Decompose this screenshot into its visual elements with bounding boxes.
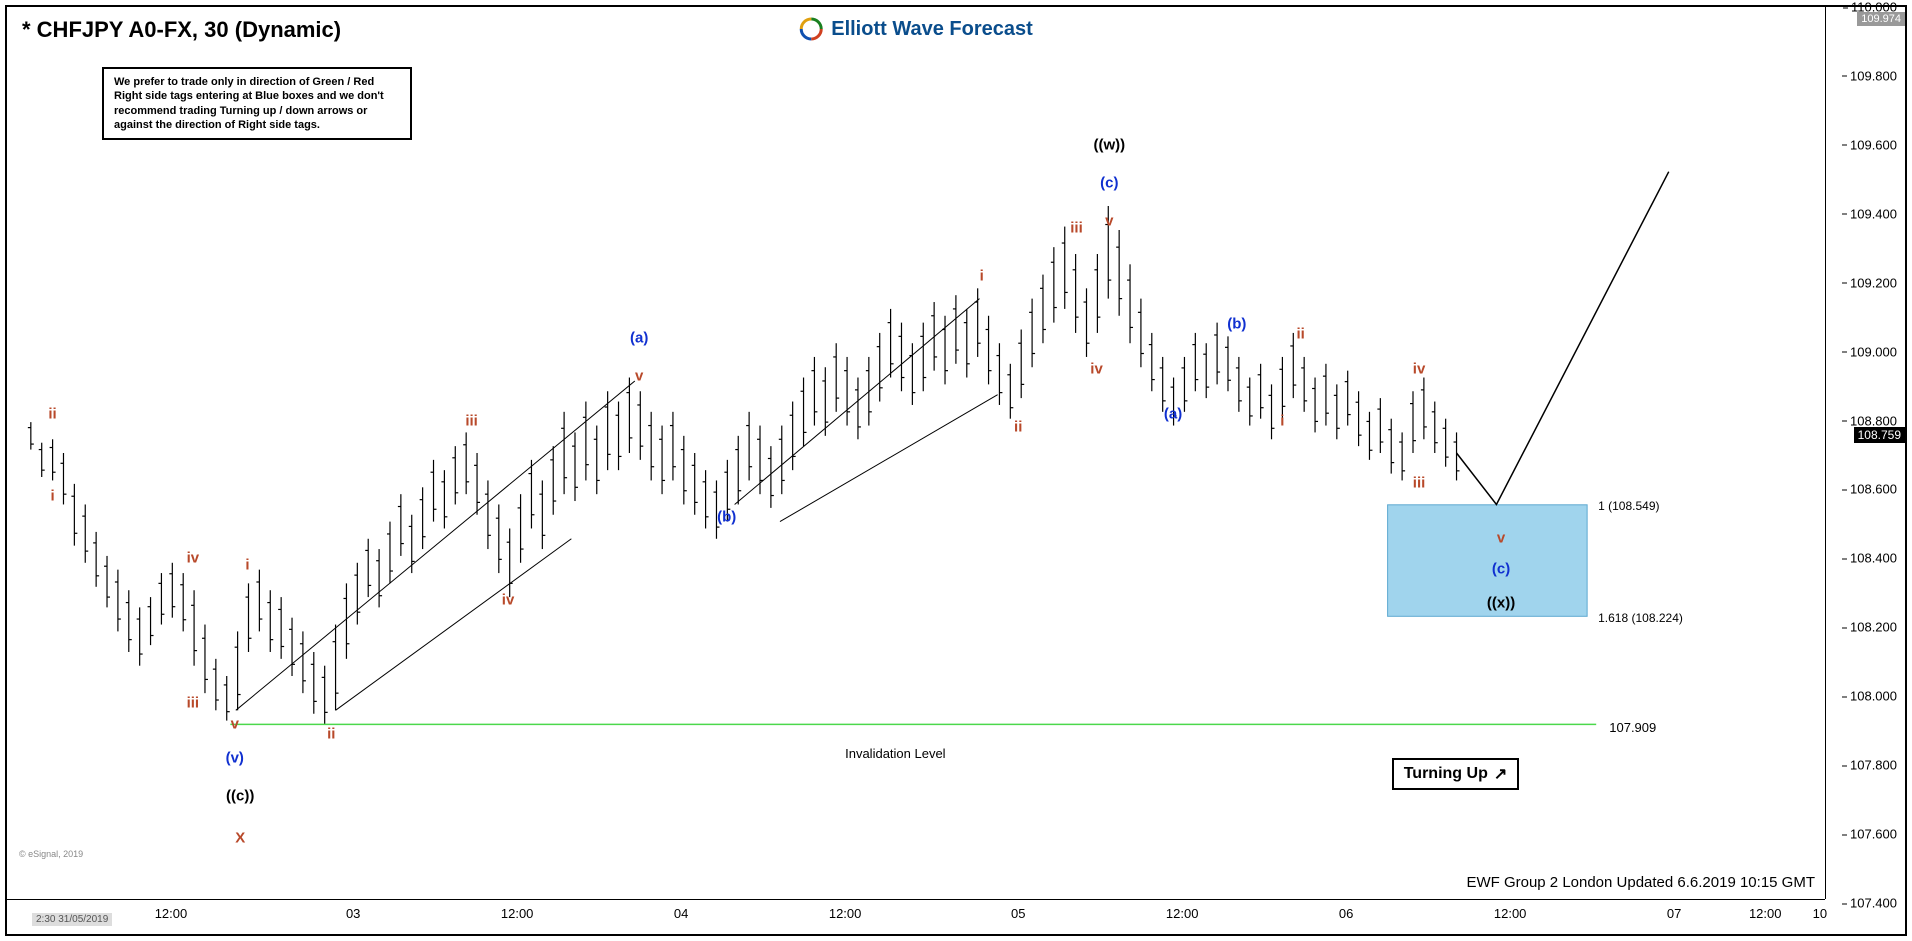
y-tick: 107.600 [1850,827,1897,842]
wave-label: v [635,367,643,384]
x-tick: 12:00 [1749,906,1782,921]
wave-label: iii [187,695,200,712]
invalidation-text: Invalidation Level [845,746,945,761]
x-tick: 12:00 [501,906,534,921]
x-tick: 12:00 [829,906,862,921]
turning-up-text: Turning Up [1404,765,1488,783]
wave-label: i [245,557,249,574]
x-tick: 10 [1813,906,1827,921]
y-axis: 109.974 107.400107.600107.800108.000108.… [1825,7,1905,899]
y-tick: 108.000 [1850,689,1897,704]
x-tick: 03 [346,906,360,921]
y-tick: 109.600 [1850,137,1897,152]
wave-label: v [1497,529,1505,546]
wave-label: ((x)) [1487,595,1515,612]
wave-label: (b) [717,509,736,526]
y-tick: 108.600 [1850,482,1897,497]
y-tick: 109.800 [1850,68,1897,83]
x-tick: 12:00 [1494,906,1527,921]
invalidation-value: 107.909 [1609,720,1656,735]
turning-up-box: Turning Up ↗ [1392,758,1520,790]
wave-label: (c) [1492,560,1510,577]
x-axis: 2:30 31/05/2019 12:00 03 12:00 04 12:00 05 12:… [7,899,1825,934]
x-tick: 12:00 [155,906,188,921]
wave-label: iv [1090,360,1103,377]
x-tick: 05 [1011,906,1025,921]
wave-label: ((c)) [226,788,254,805]
wave-label: (a) [630,329,648,346]
y-tick: 108.200 [1850,620,1897,635]
wave-label: iii [1070,219,1083,236]
x-tick: 12:00 [1166,906,1199,921]
copyright: © eSignal, 2019 [19,849,83,859]
x-tick: 07 [1667,906,1681,921]
wave-label: (a) [1164,405,1182,422]
y-tick: 109.200 [1850,275,1897,290]
wave-label: i [50,488,54,505]
x-tick: 06 [1339,906,1353,921]
wave-label: (b) [1227,316,1246,333]
wave-label: ii [1296,326,1304,343]
wave-label: iii [1413,474,1426,491]
wave-label: iv [187,550,200,567]
y-tick: 109.000 [1850,344,1897,359]
wave-label: v [1105,212,1113,229]
arrow-up-right-icon: ↗ [1494,764,1507,784]
y-tick: 107.400 [1850,896,1897,911]
wave-label: iii [465,412,478,429]
wave-label: iv [1413,360,1426,377]
timestamp-badge: 2:30 31/05/2019 [32,913,112,926]
price-chart-svg [7,7,1825,899]
wave-label: ii [327,726,335,743]
y-tick: 110.000 [1851,0,1897,15]
wave-label: (c) [1100,174,1118,191]
x-tick: 04 [674,906,688,921]
wave-label: i [1280,412,1284,429]
y-tick: 107.800 [1850,758,1897,773]
chart-container: * CHFJPY A0-FX, 30 (Dynamic) Elliott Wav… [5,5,1907,936]
wave-label: ii [48,405,56,422]
wave-label: iv [502,591,515,608]
current-price-badge: 108.759 [1854,427,1905,443]
wave-label: i [980,267,984,284]
chart-area[interactable]: * CHFJPY A0-FX, 30 (Dynamic) Elliott Wav… [7,7,1825,899]
wave-label: ii [1014,419,1022,436]
fib-label-top: 1 (108.549) [1598,499,1659,513]
y-tick: 108.400 [1850,551,1897,566]
wave-label: v [231,715,239,732]
wave-label: ((w)) [1093,136,1125,153]
footer-text: EWF Group 2 London Updated 6.6.2019 10:1… [1466,874,1815,891]
wave-label: (v) [226,750,244,767]
fib-label-bottom: 1.618 (108.224) [1598,611,1683,625]
y-tick: 109.400 [1850,206,1897,221]
wave-label: X [235,829,245,846]
